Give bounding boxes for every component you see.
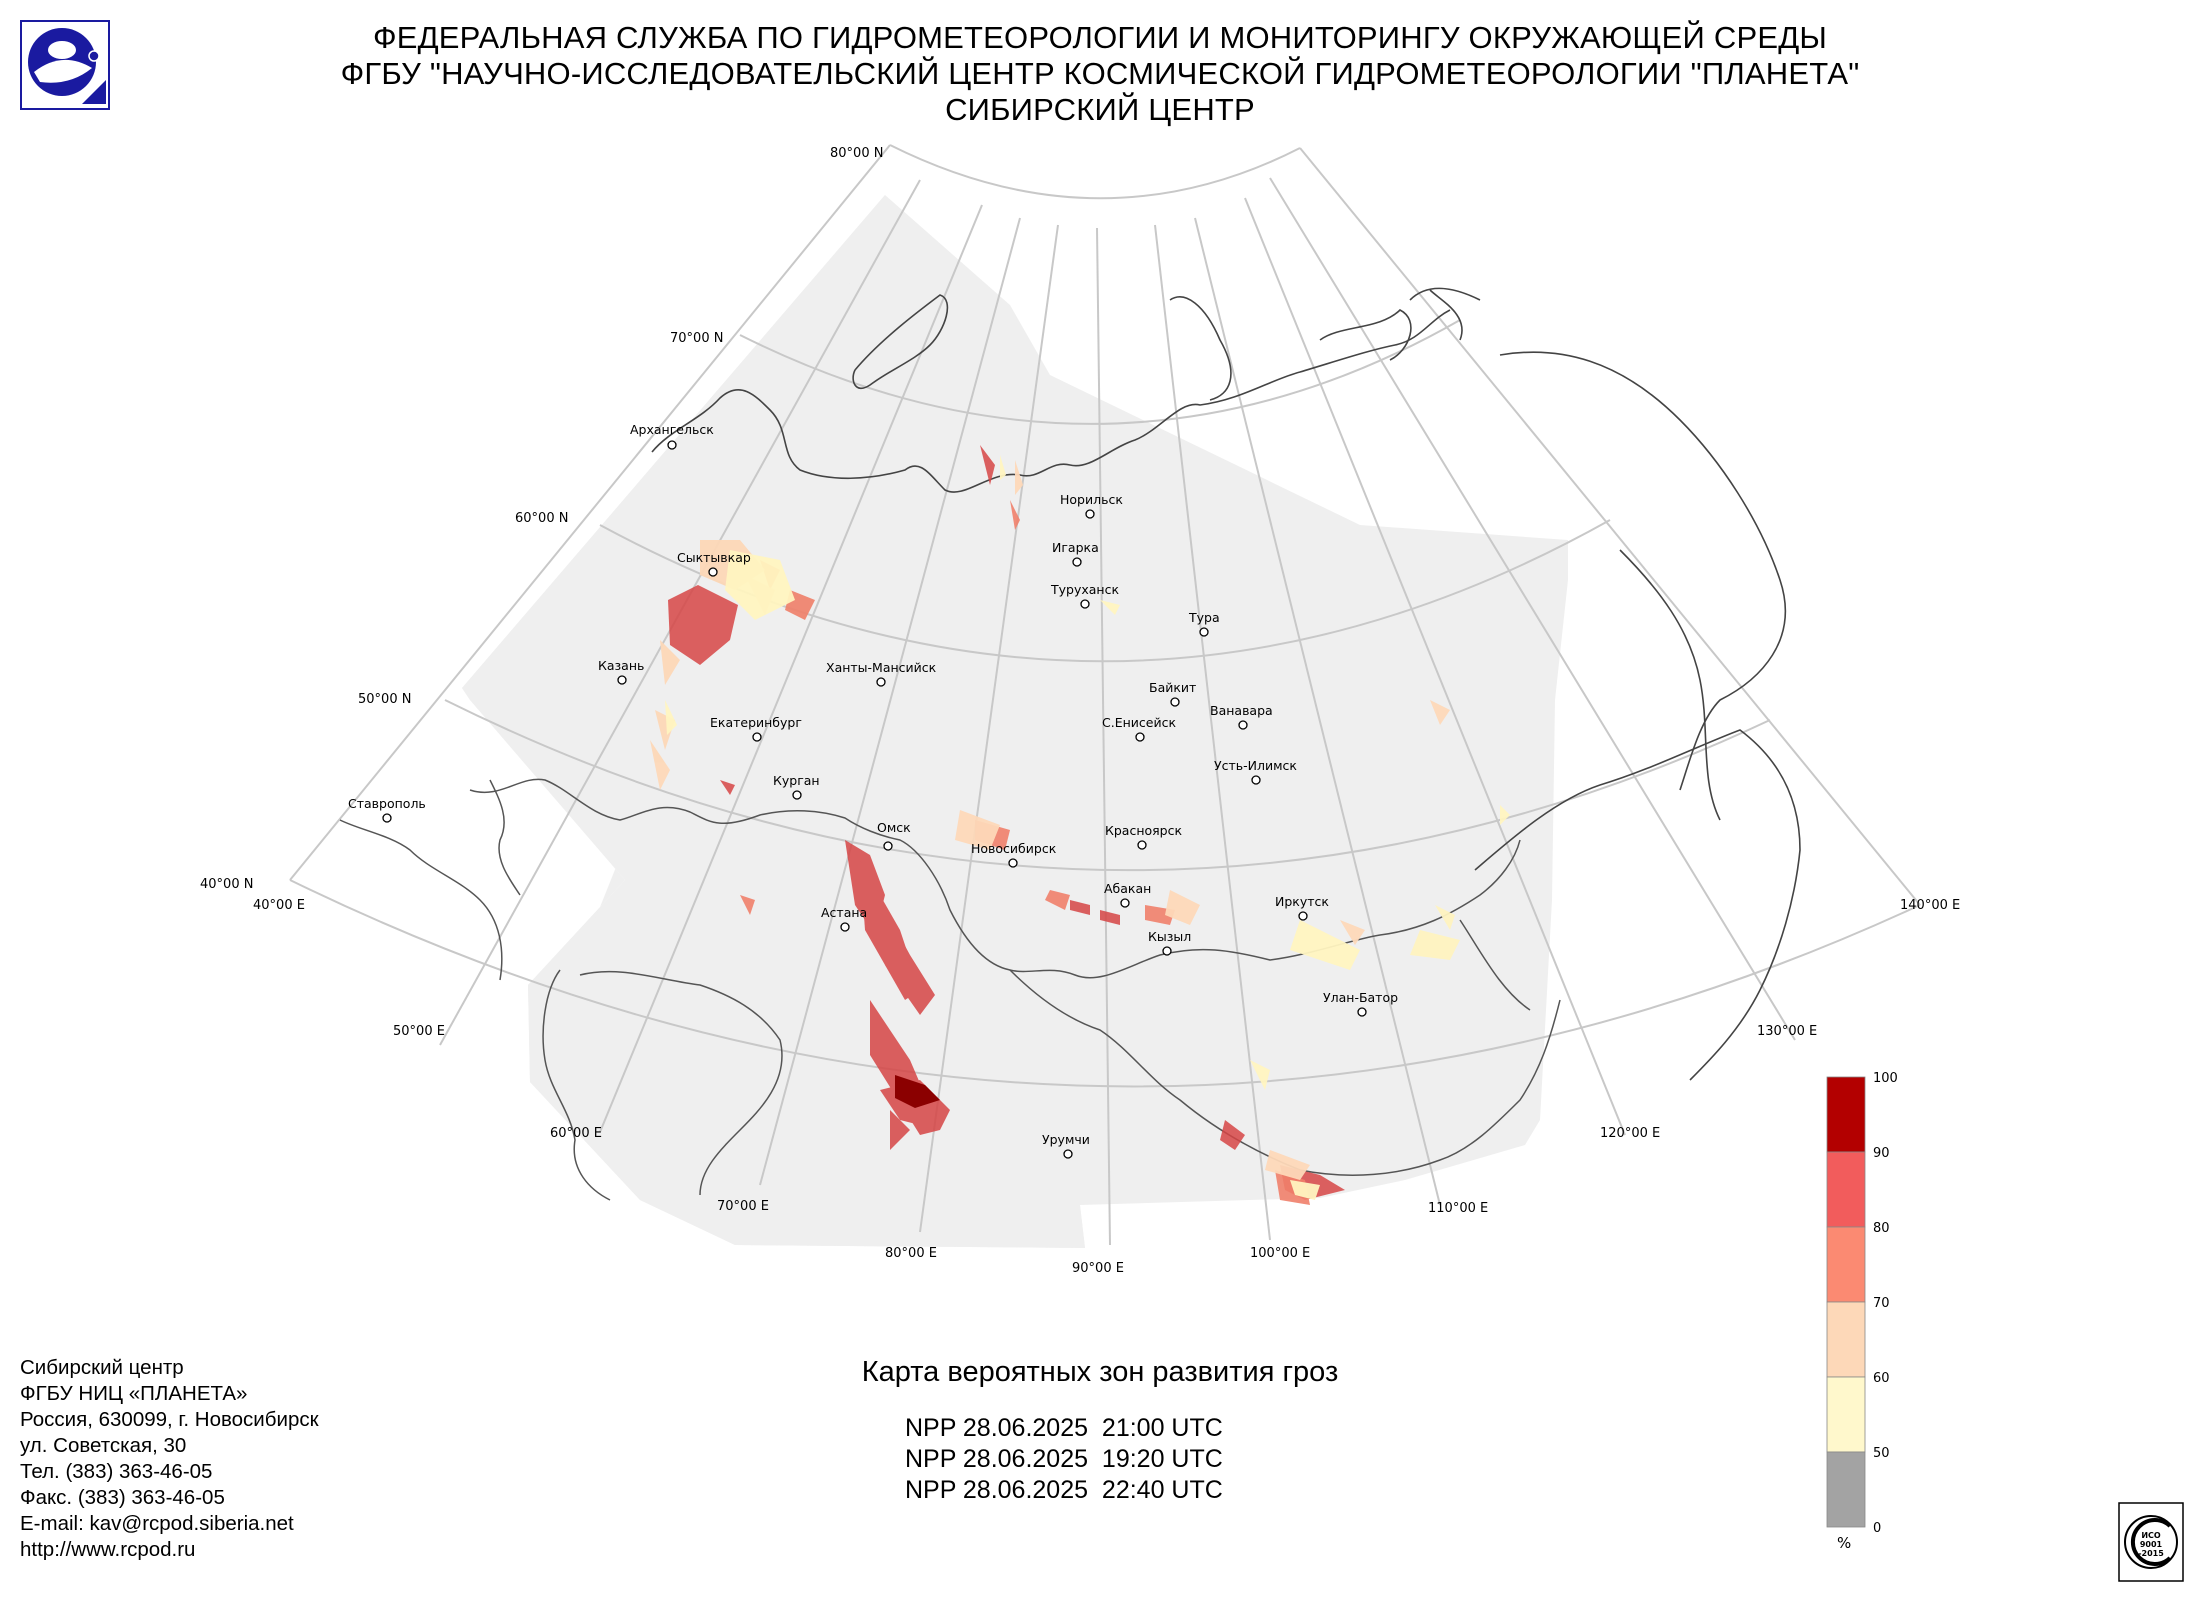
city-novosibirsk: Новосибирск xyxy=(971,841,1057,856)
footer-line: Россия, 630099, г. Новосибирск xyxy=(20,1408,319,1431)
city-stavropol: Ставрополь xyxy=(348,796,426,811)
legend-tick-90: 90 xyxy=(1873,1146,1890,1161)
lat-label-60: 60°00 N xyxy=(515,511,568,526)
lon-label-120: 120°00 E xyxy=(1600,1126,1660,1141)
lon-label-100: 100°00 E xyxy=(1250,1246,1310,1261)
legend-unit: % xyxy=(1837,1534,1851,1552)
footer-line: ФГБУ НИЦ «ПЛАНЕТА» xyxy=(20,1382,248,1405)
footer-url[interactable]: http://www.rcpod.ru xyxy=(20,1538,196,1561)
city-ust-ilimsk: Усть-Илимск xyxy=(1214,758,1297,773)
svg-text:9001: 9001 xyxy=(2140,1540,2163,1549)
lat-label-80: 80°00 N xyxy=(830,146,883,161)
longitude-labels: 40°00 E 50°00 E 60°00 E 70°00 E 80°00 E … xyxy=(253,898,1960,1276)
map-caption: Карта вероятных зон развития гроз xyxy=(861,1356,1339,1388)
city-abakan: Абакан xyxy=(1104,881,1151,896)
city-krasnoyarsk: Красноярск xyxy=(1105,823,1182,838)
legend-tick-50: 50 xyxy=(1873,1446,1890,1461)
city-khanty-mansiysk: Ханты-Мансийск xyxy=(826,660,937,675)
legend-tick-60: 60 xyxy=(1873,1371,1890,1386)
city-igarka: Игарка xyxy=(1052,540,1099,555)
iso-certification-badge: ИСО 9001 -2015 xyxy=(2118,1502,2184,1582)
header-line-3: СИБИРСКИЙ ЦЕНТР xyxy=(945,92,1255,127)
legend-tick-100: 100 xyxy=(1873,1071,1898,1086)
city-ekaterinburg: Екатеринбург xyxy=(710,715,802,730)
lat-label-70: 70°00 N xyxy=(670,331,723,346)
city-tura: Тура xyxy=(1188,610,1220,625)
coastlines xyxy=(651,287,1801,1081)
pass-time: NPP 28.06.2025 19:20 UTC xyxy=(905,1445,1223,1473)
graticule-meridians xyxy=(289,144,1921,1246)
header-line-2: ФГБУ "НАУЧНО-ИССЛЕДОВАТЕЛЬСКИЙ ЦЕНТР КОС… xyxy=(340,56,1860,91)
lon-label-90: 90°00 E xyxy=(1072,1261,1124,1276)
city-s-eniseysk: С.Енисейск xyxy=(1102,715,1176,730)
footer-line: Факс. (383) 363-46-05 xyxy=(20,1486,225,1509)
latitude-labels: 80°00 N 70°00 N 60°00 N 50°00 N 40°00 N xyxy=(200,146,883,892)
planeta-logo xyxy=(20,20,110,110)
probability-legend: 100 90 80 70 60 50 0 % xyxy=(1826,1071,1898,1552)
legend-ticks: 100 90 80 70 60 50 0 xyxy=(1873,1071,1898,1536)
city-urumqi: Урумчи xyxy=(1042,1132,1090,1147)
lon-label-80: 80°00 E xyxy=(885,1246,937,1261)
legend-tick-70: 70 xyxy=(1873,1296,1890,1311)
city-baykit: Байкит xyxy=(1149,680,1196,695)
lat-label-40: 40°00 N xyxy=(200,877,253,892)
contact-info: Сибирский центр ФГБУ НИЦ «ПЛАНЕТА» Росси… xyxy=(20,1355,319,1563)
city-kyzyl: Кызыл xyxy=(1148,929,1191,944)
thunderstorm-zones xyxy=(650,445,1510,1205)
city-astana: Астана xyxy=(821,905,867,920)
city-arkhangelsk: Архангельск xyxy=(630,422,714,437)
city-kurgan: Курган xyxy=(773,773,820,788)
city-markers xyxy=(382,440,1367,1159)
pass-time: NPP 28.06.2025 21:00 UTC xyxy=(905,1414,1223,1442)
city-vanavara: Ванавара xyxy=(1210,703,1273,718)
svg-text:-2015: -2015 xyxy=(2138,1549,2164,1558)
city-labels: Архангельск Сыктывкар Казань Екатеринбур… xyxy=(348,422,1398,1147)
header-line-1: ФЕДЕРАЛЬНАЯ СЛУЖБА ПО ГИДРОМЕТЕОРОЛОГИИ … xyxy=(372,20,1828,55)
city-turukhansk: Туруханск xyxy=(1050,582,1119,597)
lon-label-140: 140°00 E xyxy=(1900,898,1960,913)
footer-line: Сибирский центр xyxy=(20,1356,184,1379)
lon-label-40: 40°00 E xyxy=(253,898,305,913)
legend-colorbar xyxy=(1826,1076,1866,1528)
lon-label-110: 110°00 E xyxy=(1428,1201,1488,1216)
svg-text:ИСО: ИСО xyxy=(2141,1531,2161,1540)
city-norilsk: Норильск xyxy=(1060,492,1123,507)
footer-line: ул. Советская, 30 xyxy=(20,1434,187,1457)
pass-time: NPP 28.06.2025 22:40 UTC xyxy=(905,1476,1223,1504)
header: ФЕДЕРАЛЬНАЯ СЛУЖБА ПО ГИДРОМЕТЕОРОЛОГИИ … xyxy=(230,20,1970,128)
city-ulan-bator: Улан-Батор xyxy=(1323,990,1398,1005)
city-kazan: Казань xyxy=(598,658,644,673)
pass-times: NPP 28.06.2025 21:00 UTC NPP 28.06.2025 … xyxy=(905,1413,1223,1506)
footer-line: Тел. (383) 363-46-05 xyxy=(20,1460,213,1483)
legend-tick-0: 0 xyxy=(1873,1521,1881,1536)
lat-label-50: 50°00 N xyxy=(358,692,411,707)
legend-tick-80: 80 xyxy=(1873,1221,1890,1236)
city-omsk: Омск xyxy=(877,820,911,835)
lon-label-70: 70°00 E xyxy=(717,1199,769,1214)
lon-label-130: 130°00 E xyxy=(1757,1024,1817,1039)
lon-label-60: 60°00 E xyxy=(550,1126,602,1141)
lon-label-50: 50°00 E xyxy=(393,1024,445,1039)
city-syktyvkar: Сыктывкар xyxy=(677,550,751,565)
city-irkutsk: Иркутск xyxy=(1275,894,1329,909)
footer-email[interactable]: E-mail: kav@rcpod.siberia.net xyxy=(20,1512,294,1535)
